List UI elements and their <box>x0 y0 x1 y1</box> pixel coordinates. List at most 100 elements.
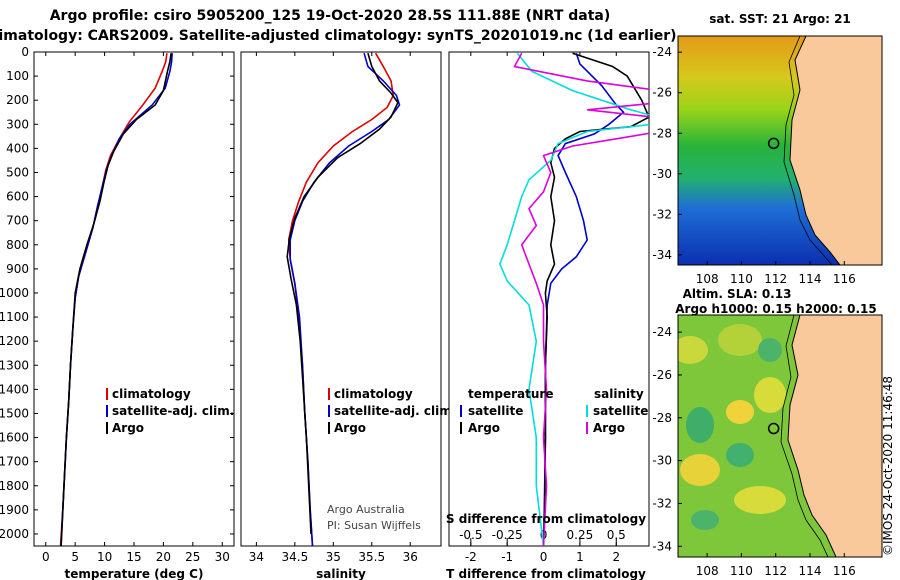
legend-satellite: satellite-adj. clim. <box>112 404 234 418</box>
series-temperature-argo <box>542 52 649 546</box>
legend-swatch-climatology <box>106 388 108 400</box>
temperature-lines <box>59 53 173 546</box>
map-y-tick-label: -30 <box>652 454 672 468</box>
s-diff-tick-label: -0.25 <box>492 528 523 542</box>
depth-tick-label: 1400 <box>0 382 29 396</box>
land-australia <box>789 36 882 265</box>
map-y-tick-label: -32 <box>652 207 672 221</box>
sla-map-frame <box>677 314 883 558</box>
s-diff-tick-label: -0.5 <box>459 528 482 542</box>
legend-swatch-climatology <box>328 388 330 400</box>
credit-argo-australia: Argo Australia <box>327 503 405 516</box>
depth-tick-label: 100 <box>6 69 29 83</box>
x-tick-label: 35 <box>326 550 341 564</box>
map-x-tick-label: 116 <box>833 564 856 578</box>
x-tick-label: 0 <box>540 550 548 564</box>
temperature-axes-frame <box>33 51 235 547</box>
legend-swatch-s-satellite <box>586 405 588 417</box>
map-y-tick-label: -28 <box>652 411 672 425</box>
x-tick-label: 25 <box>185 550 200 564</box>
x-tick-label: 5 <box>71 550 79 564</box>
map-x-tick-label: 112 <box>764 564 787 578</box>
depth-tick-label: 1900 <box>0 503 29 517</box>
map-x-tick-label: 116 <box>833 272 856 286</box>
legend-swatch-argo <box>328 422 330 434</box>
temperature-xlabel: temperature (deg C) <box>65 567 204 580</box>
x-tick-label: -1 <box>501 550 513 564</box>
sst-map: sat. SST: 21 Argo: 21 108 110 112 114 116 -24… <box>652 12 883 286</box>
depth-tick-label: 400 <box>6 141 29 155</box>
depth-tick-label: 0 <box>21 45 29 59</box>
depth-tick-label: 1600 <box>0 431 29 445</box>
map-y-tick-label: -34 <box>652 248 672 262</box>
map-x-tick-label: 112 <box>764 272 787 286</box>
map-y-tick-label: -32 <box>652 496 672 510</box>
x-tick-label: 1 <box>576 550 584 564</box>
depth-tick-label: 1000 <box>0 286 29 300</box>
series-argo <box>286 52 399 535</box>
x-tick-label: 34 <box>249 550 264 564</box>
s-diff-x-axis: -0.5 -0.25 0 0.25 0.5 <box>459 528 626 546</box>
legend-swatch-satellite <box>106 405 108 417</box>
title-line2: Climatology: CARS2009. Satellite-adjuste… <box>0 28 677 44</box>
salinity-axes-frame <box>240 51 442 547</box>
sla-anomaly <box>734 486 786 514</box>
sst-map-frame <box>677 35 883 266</box>
depth-tick-label: 1200 <box>0 334 29 348</box>
salinity-lines <box>286 52 401 546</box>
depth-tick-label: 1700 <box>0 455 29 469</box>
map-y-tick-label: -28 <box>652 126 672 140</box>
legend-climatology: climatology <box>112 387 191 401</box>
map-x-tick-label: 110 <box>730 272 753 286</box>
map-y-tick-label: -26 <box>652 368 672 382</box>
legend-s-satellite: satellite <box>593 404 648 418</box>
salinity-x-axis: 34 34.5 35 35.5 36 <box>249 52 418 564</box>
x-tick-label: 20 <box>156 550 171 564</box>
difference-panel: -2 -1 0 1 2 -0.5 -0.25 0 0.25 0.5 T difference f… <box>446 51 650 580</box>
legend-swatch-t-argo <box>460 422 462 434</box>
difference-legend: temperature satellite Argo salinity sate… <box>460 387 648 435</box>
x-tick-label: 0 <box>42 550 50 564</box>
map-y-tick-label: -24 <box>652 325 672 339</box>
sla-anomaly <box>726 400 754 424</box>
sla-anomaly <box>754 377 786 413</box>
map-y-tick-label: -24 <box>652 45 672 59</box>
legend-t-argo: Argo <box>468 421 500 435</box>
legend-satellite: satellite-adj. clim. <box>334 404 456 418</box>
s-diff-tick-label: 0.25 <box>567 528 594 542</box>
land-australia <box>787 315 882 557</box>
map-y-tick-label: -26 <box>652 86 672 100</box>
sla-anomaly <box>691 510 719 530</box>
sla-anomaly <box>726 443 754 467</box>
sst-map-ticks: 108 110 112 114 116 -24 -26 -28 -30 -32 -34 <box>652 45 855 286</box>
depth-tick-label: 1800 <box>0 479 29 493</box>
sla-anomaly <box>680 454 720 486</box>
sla-anomaly <box>678 336 708 364</box>
legend-s-argo: Argo <box>593 421 625 435</box>
s-diff-xlabel: S difference from climatology <box>446 512 646 526</box>
salinity-legend: climatology satellite-adj. clim. Argo <box>328 387 456 435</box>
legend-argo: Argo <box>112 421 144 435</box>
legend-swatch-s-argo <box>586 422 588 434</box>
depth-tick-label: 800 <box>6 238 29 252</box>
depth-tick-label: 1100 <box>0 310 29 324</box>
x-tick-label: 15 <box>126 550 141 564</box>
temperature-legend: climatology satellite-adj. clim. Argo <box>106 387 234 435</box>
depth-tick-label: 200 <box>6 93 29 107</box>
title-line1: Argo profile: csiro 5905200_125 19-Oct-2… <box>50 8 611 24</box>
x-tick-label: -2 <box>465 550 477 564</box>
temperature-x-axis: 0 5 10 15 20 25 30 <box>42 52 230 564</box>
legend-swatch-argo <box>106 422 108 434</box>
x-tick-label: 36 <box>403 550 418 564</box>
depth-tick-label: 1500 <box>0 406 29 420</box>
salinity-xlabel: salinity <box>316 567 366 580</box>
salinity-panel: 34 34.5 35 35.5 36 salinity climatology sate… <box>240 51 456 580</box>
temperature-panel: 0100200300400500600700800900100011001200… <box>0 45 649 580</box>
sla-map-title: Argo h1000: 0.15 h2000: 0.15 <box>675 302 876 316</box>
x-tick-label: 10 <box>97 550 112 564</box>
sla-map-ticks: 108 110 112 114 116 -24 -26 -28 -30 -32 -34 <box>652 325 855 578</box>
sla-map: Altim. SLA: 0.13 Argo h1000: 0.15 h2000:… <box>652 287 883 578</box>
depth-tick-label: 1300 <box>0 358 29 372</box>
x-tick-label: 2 <box>612 550 620 564</box>
sst-map-title: sat. SST: 21 Argo: 21 <box>709 12 851 26</box>
